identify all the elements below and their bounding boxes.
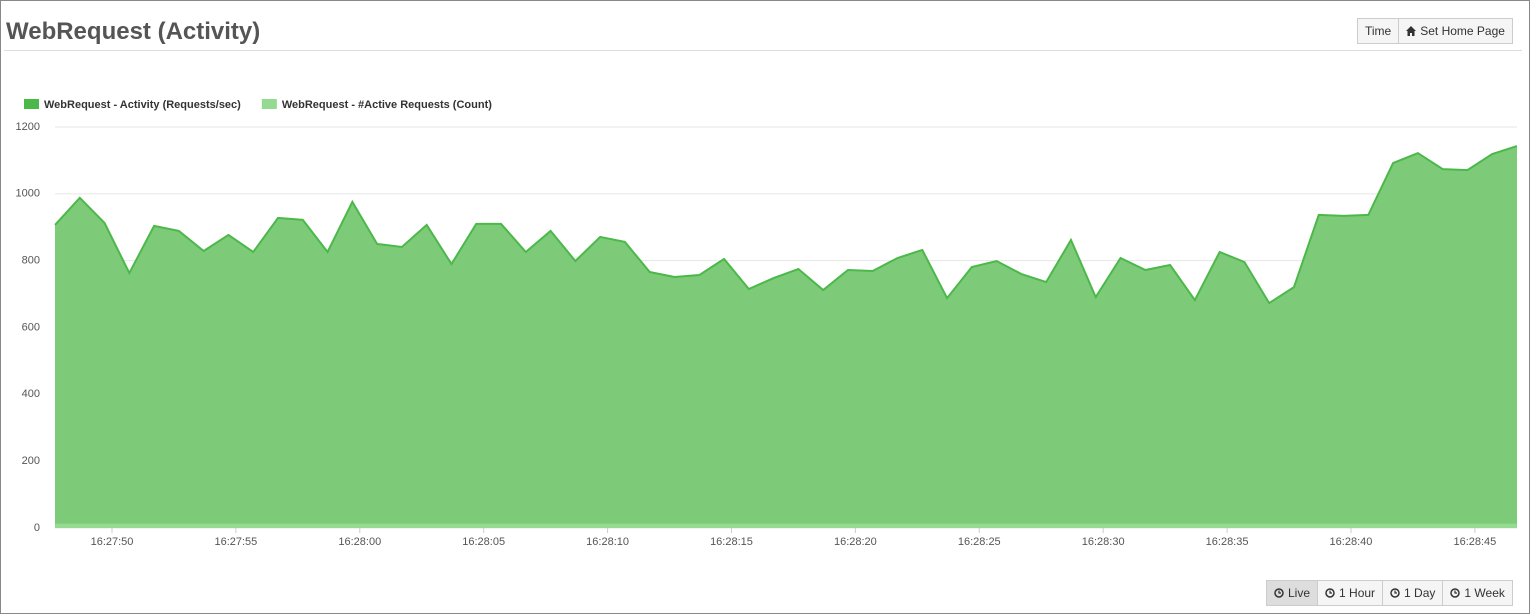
y-tick-label: 400 <box>22 388 40 400</box>
home-icon <box>1406 26 1417 36</box>
label: Live <box>1288 586 1311 600</box>
time-button[interactable]: Time <box>1357 18 1400 44</box>
range-button[interactable]: 1 Week <box>1442 580 1513 606</box>
x-tick-label: 16:28:25 <box>958 536 1001 548</box>
clock-icon <box>1274 588 1284 598</box>
range-button[interactable]: Live <box>1266 580 1319 606</box>
x-tick-label: 16:28:40 <box>1330 536 1373 548</box>
y-tick-label: 1200 <box>16 121 40 133</box>
x-tick-label: 16:28:45 <box>1453 536 1496 548</box>
x-tick-label: 16:28:10 <box>586 536 629 548</box>
page-title: WebRequest (Activity) <box>6 18 261 45</box>
y-tick-label: 800 <box>22 255 40 267</box>
legend-label: WebRequest - #Active Requests (Count) <box>282 99 492 111</box>
legend-swatch <box>24 99 39 109</box>
label: 1 Day <box>1404 586 1436 600</box>
x-tick-label: 16:28:35 <box>1206 536 1249 548</box>
clock-icon <box>1325 588 1335 598</box>
chart: 0 200 400 600 800 1000 1200 16:27:50 16:27:55 16:… <box>16 99 1518 548</box>
legend-label: WebRequest - Activity (Requests/sec) <box>44 99 241 111</box>
x-tick-label: 16:27:55 <box>214 536 257 548</box>
home-button[interactable]: Set Home Page <box>1398 18 1513 44</box>
label: 1 Hour <box>1339 586 1376 600</box>
header-buttons: Time Set Home Page <box>1357 18 1513 44</box>
area <box>55 146 1517 529</box>
range-buttons: Live 1 Hour 1 Day 1 Week <box>1266 580 1513 606</box>
area-line <box>54 145 1518 305</box>
x-tick-label: 16:28:30 <box>1082 536 1125 548</box>
clock-icon <box>1450 588 1461 598</box>
clock-icon <box>1390 588 1400 598</box>
label: Time <box>1365 24 1392 38</box>
label: Set Home Page <box>1420 24 1505 38</box>
y-tick-label: 200 <box>22 455 40 467</box>
x-tick-label: 16:28:15 <box>710 536 753 548</box>
y-tick-label: 1000 <box>16 188 40 200</box>
y-tick-label: 600 <box>22 321 40 333</box>
legend-swatch <box>261 99 277 109</box>
x-tick-label: 16:28:05 <box>462 536 505 548</box>
range-button[interactable]: 1 Day <box>1382 580 1444 606</box>
x-tick-label: 16:28:20 <box>834 536 877 548</box>
label: 1 Week <box>1464 586 1505 600</box>
y-tick-label: 0 <box>34 522 40 534</box>
x-tick-label: 16:27:50 <box>91 536 134 548</box>
divider <box>4 50 1522 51</box>
range-button[interactable]: 1 Hour <box>1317 580 1384 606</box>
x-tick-label: 16:28:00 <box>338 536 381 548</box>
